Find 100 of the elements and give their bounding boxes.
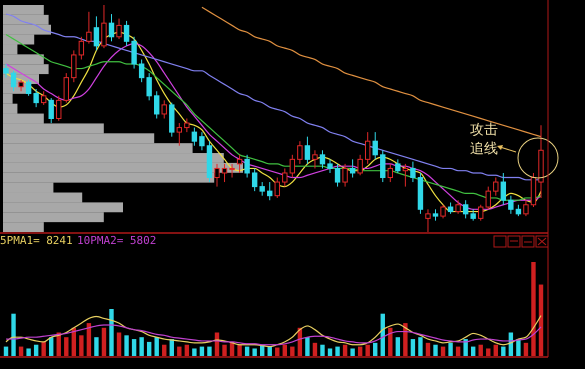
candlestick bbox=[357, 154, 363, 176]
candlestick bbox=[244, 154, 250, 178]
candlestick bbox=[493, 177, 498, 196]
candlestick bbox=[274, 177, 280, 198]
candlestick bbox=[116, 18, 122, 40]
candlestick bbox=[342, 163, 348, 188]
text: 8241 bbox=[46, 234, 73, 247]
bar bbox=[426, 342, 430, 356]
bar bbox=[34, 344, 38, 356]
candlestick bbox=[334, 163, 340, 188]
bar bbox=[132, 339, 136, 356]
bar bbox=[396, 337, 400, 356]
bar bbox=[335, 346, 340, 356]
bar bbox=[410, 339, 416, 356]
candlestick bbox=[18, 79, 24, 92]
bar bbox=[79, 335, 84, 356]
candlestick bbox=[199, 132, 205, 151]
text: 5PMA1= bbox=[0, 234, 40, 247]
text: 5802 bbox=[130, 234, 156, 247]
candlestick bbox=[64, 72, 69, 104]
candlestick bbox=[364, 132, 370, 164]
candlestick bbox=[432, 208, 438, 222]
candlestick bbox=[108, 14, 114, 42]
bar bbox=[501, 346, 506, 356]
bar bbox=[177, 346, 182, 356]
candlestick bbox=[320, 150, 326, 169]
bar bbox=[290, 346, 295, 356]
candlestick bbox=[267, 182, 272, 201]
bar bbox=[342, 344, 348, 356]
candlestick bbox=[282, 168, 288, 188]
bar bbox=[328, 348, 332, 356]
bar bbox=[4, 346, 8, 356]
bar bbox=[305, 337, 310, 356]
bar bbox=[470, 346, 476, 356]
candlestick bbox=[154, 90, 160, 119]
bar bbox=[86, 323, 92, 356]
bar bbox=[146, 342, 152, 356]
candlestick bbox=[40, 90, 46, 106]
bar bbox=[41, 342, 46, 356]
bar bbox=[365, 344, 370, 356]
candlestick bbox=[101, 4, 107, 49]
candlestick bbox=[192, 127, 198, 146]
bar bbox=[440, 346, 446, 356]
bar bbox=[282, 344, 288, 356]
bar bbox=[222, 344, 227, 356]
bar bbox=[192, 348, 197, 356]
candlestick bbox=[350, 158, 356, 178]
candlestick bbox=[327, 158, 333, 174]
bar bbox=[49, 337, 54, 356]
bar bbox=[350, 348, 355, 356]
bar bbox=[124, 335, 129, 356]
bar bbox=[72, 328, 76, 356]
bar bbox=[268, 346, 272, 356]
candlestick bbox=[48, 98, 54, 124]
candlestick bbox=[425, 208, 431, 232]
bar bbox=[494, 344, 498, 356]
bar bbox=[102, 328, 106, 356]
candlestick bbox=[304, 136, 310, 164]
candlestick bbox=[372, 132, 378, 160]
candlestick bbox=[395, 158, 401, 174]
candlestick bbox=[440, 204, 446, 219]
bar bbox=[403, 323, 408, 356]
bar bbox=[207, 346, 212, 356]
candlestick bbox=[78, 36, 84, 60]
bar bbox=[433, 344, 438, 356]
bar bbox=[524, 342, 528, 356]
bar bbox=[170, 339, 174, 356]
bar bbox=[358, 346, 362, 356]
bar bbox=[486, 348, 490, 356]
candlestick bbox=[259, 182, 265, 196]
candlestick bbox=[184, 118, 190, 133]
bar bbox=[516, 339, 521, 356]
bar bbox=[478, 344, 483, 356]
candlestick bbox=[222, 163, 228, 183]
bar bbox=[373, 342, 378, 356]
bar bbox=[380, 314, 385, 356]
bar bbox=[139, 337, 144, 356]
bar bbox=[184, 344, 190, 356]
bar bbox=[418, 337, 423, 356]
bar bbox=[448, 342, 453, 356]
candlestick bbox=[176, 122, 182, 146]
annotation: 追线 bbox=[470, 141, 498, 157]
bar bbox=[18, 346, 24, 356]
bar bbox=[312, 342, 318, 356]
candlestick bbox=[10, 70, 16, 92]
bar bbox=[116, 332, 122, 356]
bar bbox=[320, 344, 325, 356]
candlestick bbox=[71, 50, 77, 83]
bar bbox=[244, 346, 250, 356]
candlestick bbox=[56, 95, 62, 122]
candlestick bbox=[470, 208, 476, 222]
bar bbox=[456, 346, 460, 356]
candlestick bbox=[146, 72, 152, 101]
candlestick bbox=[138, 58, 144, 83]
candlestick bbox=[131, 36, 137, 70]
bar bbox=[252, 348, 257, 356]
candlestick bbox=[229, 163, 235, 178]
annotation: 攻击 bbox=[470, 122, 498, 138]
bar bbox=[275, 348, 280, 356]
bar bbox=[388, 328, 392, 356]
